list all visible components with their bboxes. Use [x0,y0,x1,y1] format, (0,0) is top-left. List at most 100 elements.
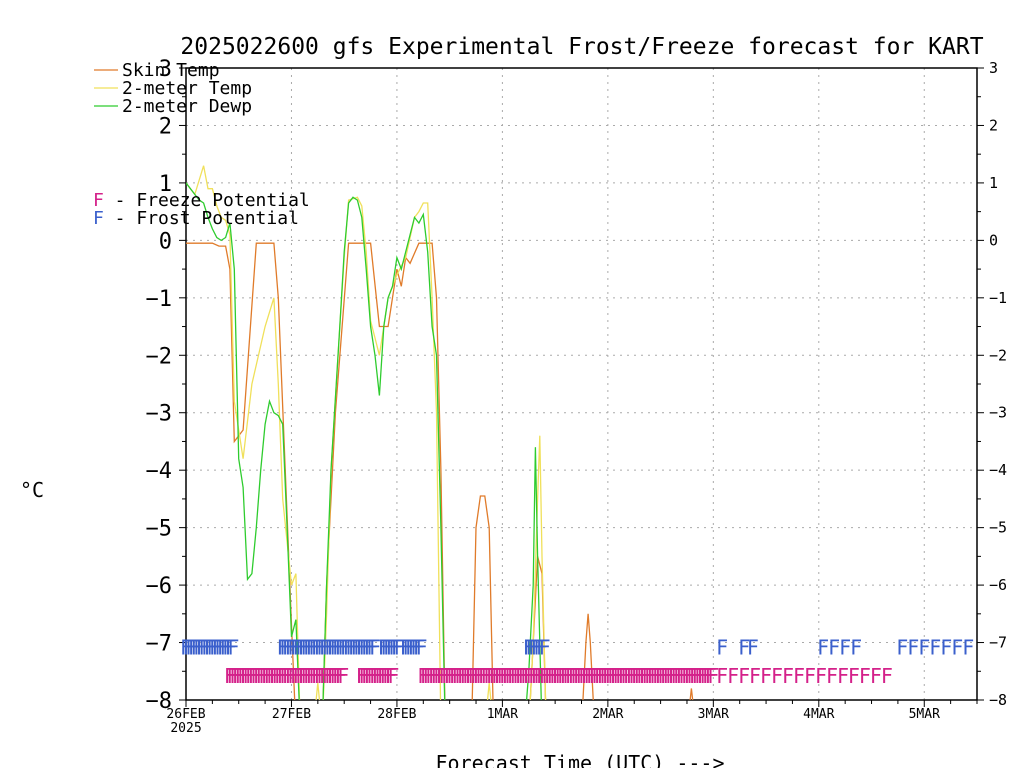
frost-potential-marker: F [839,635,851,659]
freeze-potential-marker: F [586,664,598,688]
freeze-potential-marker: F [826,664,838,688]
frost-potential-marker: F [191,635,203,659]
freeze-potential-marker: F [417,664,429,688]
freeze-potential-marker: F [504,664,516,688]
freeze-potential-marker: F [298,664,310,688]
y-tick-label: −3 [989,404,1007,422]
frost-potential-marker: F [316,635,328,659]
frost-potential-marker: F [350,635,362,659]
freeze-potential-marker: F [261,664,273,688]
freeze-potential-marker: F [686,664,698,688]
frost-potential-marker: F [896,635,908,659]
frost-potential-marker: F [747,635,759,659]
freeze-potential-marker: F [379,664,391,688]
y-tick-label: 3 [159,57,172,82]
frost-potential-marker: F [850,635,862,659]
frost-potential-marker: F [539,635,551,659]
y-axis-left-ticks: 3 2 1 0 −1 −2 −3 −4 −5 −6 −7 −8 [146,57,186,714]
freeze-potential-marker: F [481,664,493,688]
frost-potential-marker: F [369,635,381,659]
freeze-potential-marker: F [227,664,239,688]
freeze-potential-marker: F [691,664,703,688]
y-tick-label: −5 [146,517,173,542]
freeze-potential-marker: F [610,664,622,688]
freeze-potential-marker: F [676,664,688,688]
freeze-potential-marker: F [859,664,871,688]
freeze-potential-marker: F [430,664,442,688]
frost-potential-marker: F [391,635,403,659]
freeze-potential-marker: F [369,664,381,688]
freeze-potential-marker: F [560,664,572,688]
frost-potential-marker: F [951,635,963,659]
freeze-potential-marker: F [657,664,669,688]
frost-potential-marker: F [183,635,195,659]
freeze-potential-marker: F [470,664,482,688]
freeze-potential-marker: F [324,664,336,688]
freeze-potential-marker: F [665,664,677,688]
freeze-potential-marker: F [804,664,816,688]
freeze-potential-marker: F [594,664,606,688]
plot-frame [185,67,978,701]
freeze-potential-marker: F [321,664,333,688]
frost-potential-marker: F [536,635,548,659]
freeze-potential-marker: F [662,664,674,688]
frost-potential-marker: F [413,635,425,659]
freeze-potential-marker: F [641,664,653,688]
freeze-potential-marker: F [525,664,537,688]
freeze-potential-marker: F [274,664,286,688]
freeze-potential-marker: F [290,664,302,688]
freeze-potential-marker: F [771,664,783,688]
frost-potential-marker: F [298,635,310,659]
freeze-potential-marker: F [486,664,498,688]
freeze-potential-marker: F [631,664,643,688]
freeze-potential-marker: F [366,664,378,688]
freeze-potential-marker: F [229,664,241,688]
freeze-potential-marker: F [581,664,593,688]
freeze-potential-marker: F [234,664,246,688]
frost-potential-marker: F [828,635,840,659]
freeze-potential-marker: F [623,664,635,688]
freeze-potential-marker: F [615,664,627,688]
freeze-potential-marker: F [689,664,701,688]
frost-potential-marker: F [327,635,339,659]
frost-potential-marker: F [311,635,323,659]
freeze-potential-marker: F [557,664,569,688]
freeze-potential-marker: F [449,664,461,688]
frost-potential-marker: F [416,635,428,659]
freeze-potential-marker: F [253,664,265,688]
freeze-potential-marker: F [602,664,614,688]
frost-potential-marker: F [212,635,224,659]
legend-label: 2-meter Temp [122,78,252,99]
freeze-potential-marker: F [306,664,318,688]
freeze-potential-marker: F [311,664,323,688]
frost-potential-marker: F [329,635,341,659]
frost-potential-marker: F [204,635,216,659]
freeze-potential-marker: F [277,664,289,688]
frost-potential-marker: F [217,635,229,659]
freeze-potential-marker: F [815,664,827,688]
freeze-potential-marker: F [528,664,540,688]
frost-potential-marker: F [388,635,400,659]
frost-potential-marker: F [523,635,535,659]
legend-marker-label: - Frost Potential [104,208,299,229]
freeze-potential-marker: F [327,664,339,688]
frost-potential-marker: F [227,635,239,659]
freeze-potential-marker: F [881,664,893,688]
y-tick-label: −6 [989,576,1007,594]
freeze-potential-marker: F [441,664,453,688]
frost-potential-marker: F [214,635,226,659]
freeze-potential-marker: F [250,664,262,688]
freeze-potential-marker: F [269,664,281,688]
freeze-potential-marker: F [546,664,558,688]
series-line-2-meter-temp [186,165,547,700]
frost-potential-marker: F [290,635,302,659]
x-tick-label: 26FEB [166,707,205,722]
freeze-potential-marker: F [358,664,370,688]
frost-potential-marker: F [353,635,365,659]
freeze-potential-marker: F [420,664,432,688]
frost-potential-marker: F [410,635,422,659]
frost-potential-marker: F [386,635,398,659]
freeze-potential-marker: F [782,664,794,688]
frost-potential-marker: F [366,635,378,659]
freeze-potential-marker: F [697,664,709,688]
